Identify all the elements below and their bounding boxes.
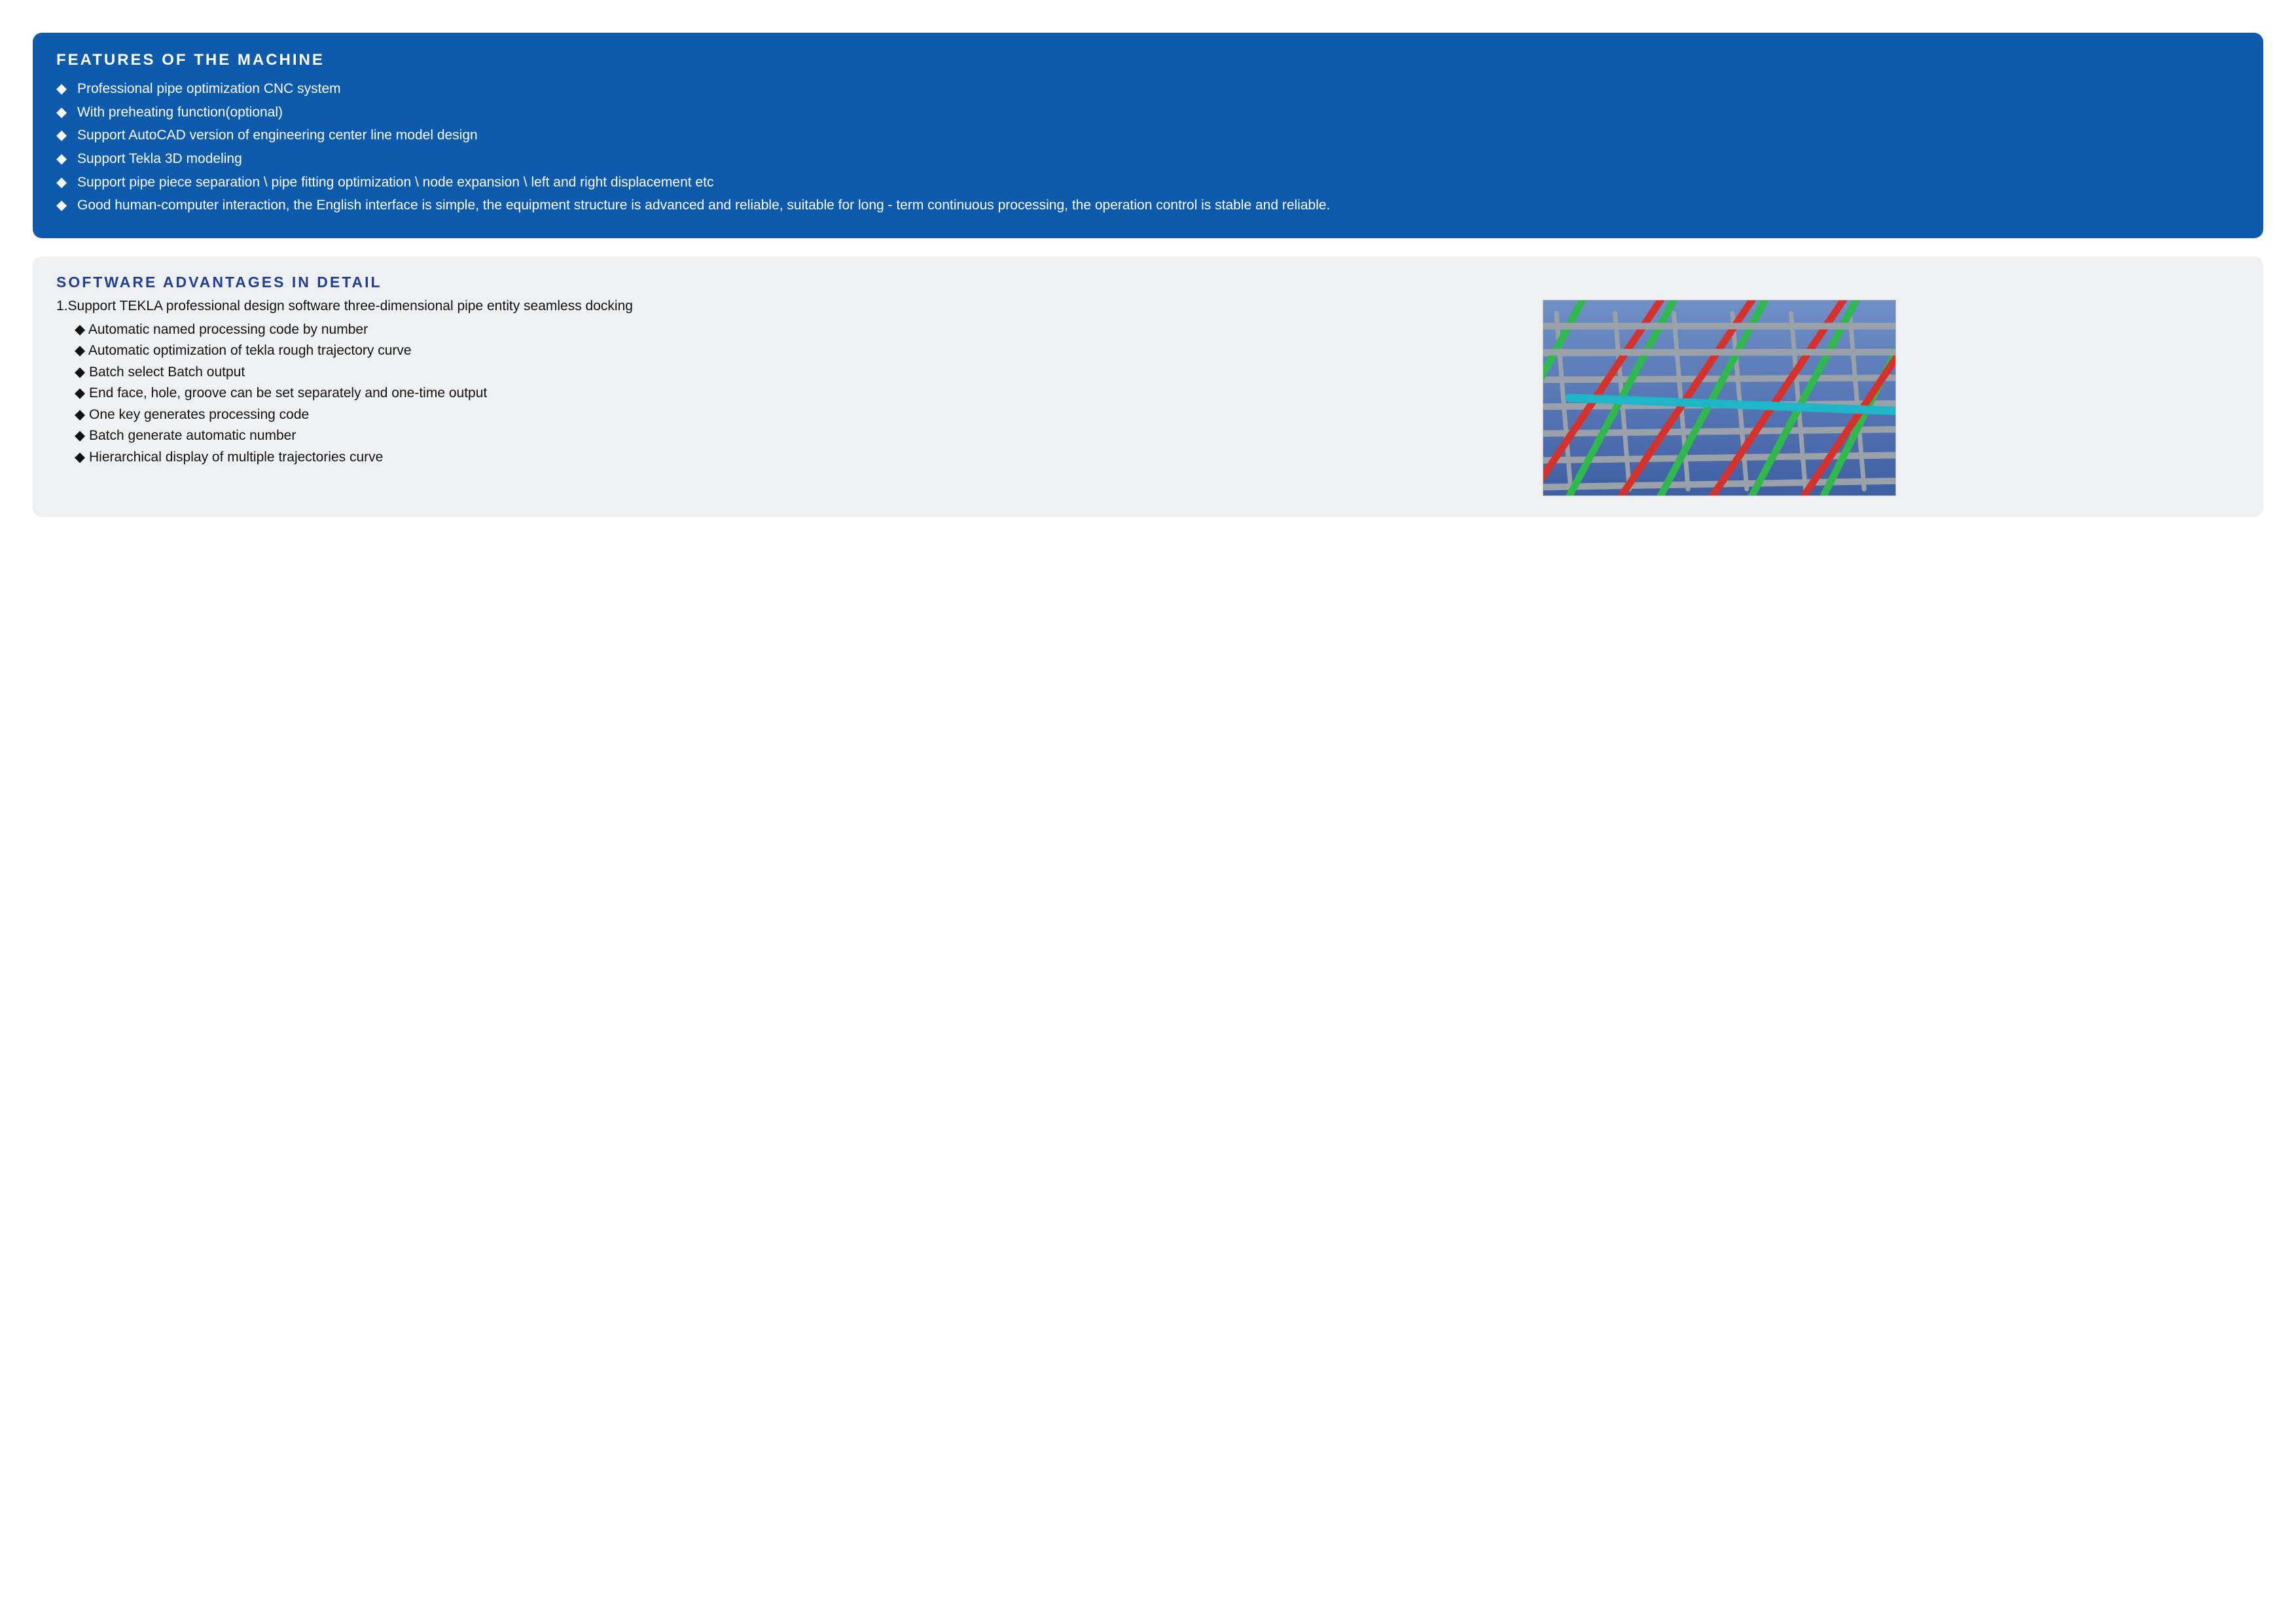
advantage-item: ◆ Automatic optimization of tekla rough …: [56, 340, 1183, 362]
diamond-icon: ◆: [75, 447, 85, 469]
features-panel: FEATURES OF THE MACHINE ◆ Professional p…: [33, 33, 2263, 238]
diamond-icon: ◆: [56, 101, 67, 124]
advantage-item: ◆ Automatic named processing code by num…: [56, 319, 1183, 341]
feature-item: ◆ With preheating function(optional): [56, 101, 2240, 124]
diamond-icon: ◆: [75, 383, 85, 404]
features-title: FEATURES OF THE MACHINE: [56, 51, 2240, 69]
advantage-item: ◆ One key generates processing code: [56, 404, 1183, 426]
feature-item: ◆ Professional pipe optimization CNC sys…: [56, 77, 2240, 101]
diamond-icon: ◆: [56, 147, 67, 171]
diamond-icon: ◆: [56, 194, 67, 217]
feature-item: ◆ Support pipe piece separation \ pipe f…: [56, 171, 2240, 194]
diamond-icon: ◆: [75, 425, 85, 447]
diamond-icon: ◆: [75, 319, 85, 341]
advantage-item: ◆ Batch generate automatic number: [56, 425, 1183, 447]
feature-item: ◆ Support Tekla 3D modeling: [56, 147, 2240, 171]
features-list: ◆ Professional pipe optimization CNC sys…: [56, 77, 2240, 217]
software-intro: 1.Support TEKLA professional design soft…: [56, 296, 1183, 316]
feature-item: ◆ Good human-computer interaction, the E…: [56, 194, 2240, 217]
software-panel: SOFTWARE ADVANTAGES IN DETAIL 1.Support …: [33, 257, 2263, 517]
diamond-icon: ◆: [56, 171, 67, 194]
diamond-icon: ◆: [75, 404, 85, 426]
diamond-icon: ◆: [75, 340, 85, 362]
software-advantages-list: ◆ Automatic named processing code by num…: [56, 319, 1183, 469]
advantage-item: ◆ Hierarchical display of multiple traje…: [56, 447, 1183, 469]
tekla-3d-model-image: [1543, 300, 1896, 496]
software-title: SOFTWARE ADVANTAGES IN DETAIL: [56, 274, 1183, 291]
feature-item: ◆ Support AutoCAD version of engineering…: [56, 124, 2240, 147]
advantage-item: ◆ End face, hole, groove can be set sepa…: [56, 383, 1183, 404]
software-image-column: [1199, 274, 2240, 496]
diamond-icon: ◆: [75, 362, 85, 383]
diamond-icon: ◆: [56, 77, 67, 101]
software-text-column: SOFTWARE ADVANTAGES IN DETAIL 1.Support …: [56, 274, 1183, 496]
diamond-icon: ◆: [56, 124, 67, 147]
advantage-item: ◆ Batch select Batch output: [56, 362, 1183, 383]
